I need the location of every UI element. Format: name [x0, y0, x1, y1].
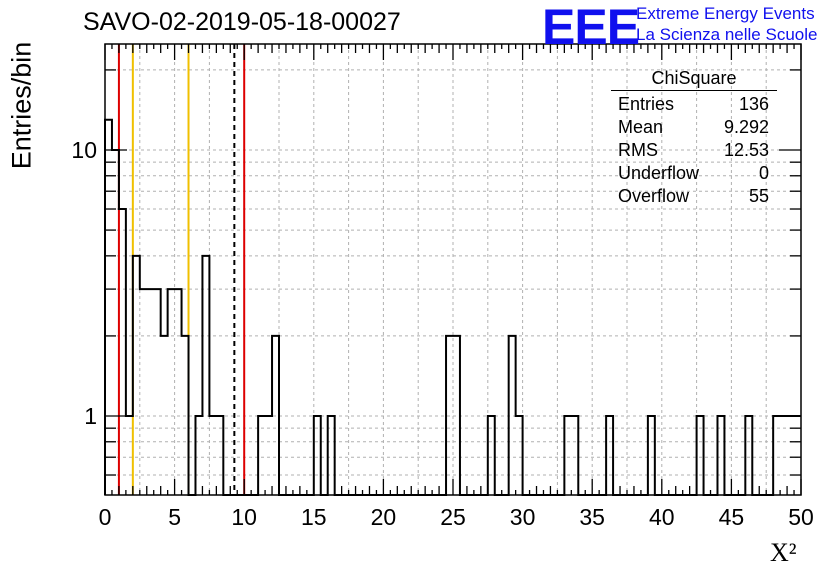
stats-row-entries: Entries 136: [611, 93, 777, 116]
stats-label: Mean: [618, 117, 664, 137]
stats-value: 9.292: [723, 117, 769, 137]
stats-value: 12.53: [723, 140, 769, 160]
stats-row-mean: Mean 9.292: [611, 116, 777, 139]
x-tick-label: 25: [440, 504, 466, 530]
stats-row-overflow: Overflow 55: [611, 185, 777, 208]
stats-title: ChiSquare: [611, 68, 777, 91]
x-tick-label: 40: [649, 504, 675, 530]
y-tick-label: 1: [84, 403, 97, 429]
stats-row-underflow: Underflow 0: [611, 162, 777, 185]
y-tick-label: 10: [71, 137, 97, 163]
x-tick-label: 50: [788, 504, 814, 530]
stats-value: 0: [758, 163, 769, 183]
stats-value: 55: [748, 186, 769, 206]
logo-line-1: Extreme Energy Events: [636, 4, 815, 23]
stats-label: Underflow: [618, 163, 700, 183]
stats-value: 136: [738, 94, 769, 114]
stats-box: ChiSquare Entries 136 Mean 9.292 RMS 12.53 …: [611, 68, 777, 208]
x-axis-label: X²: [770, 538, 797, 567]
stats-row-rms: RMS 12.53: [611, 139, 777, 162]
plot-title: SAVO-02-2019-05-18-00027: [83, 8, 401, 36]
x-tick-label: 20: [371, 504, 397, 530]
x-tick-label: 10: [231, 504, 257, 530]
stats-label: RMS: [618, 140, 658, 160]
y-axis-label: Entries/bin: [6, 41, 37, 170]
stats-label: Overflow: [618, 186, 690, 206]
eee-logo: EEE: [542, 0, 640, 55]
x-tick-label: 15: [301, 504, 327, 530]
x-tick-label: 30: [510, 504, 536, 530]
logo-line-2: La Scienza nelle Scuole: [636, 25, 818, 44]
x-tick-label: 35: [579, 504, 605, 530]
x-tick-label: 5: [168, 504, 181, 530]
x-tick-label: 0: [99, 504, 112, 530]
x-tick-label: 45: [719, 504, 745, 530]
stats-label: Entries: [618, 94, 675, 114]
